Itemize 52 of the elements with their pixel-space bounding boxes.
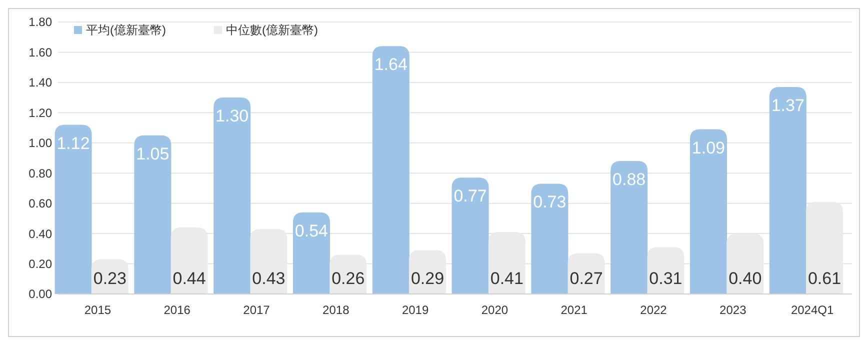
bar (214, 98, 251, 294)
x-tick-label: 2015 (84, 303, 112, 317)
y-tick-label: 0.20 (28, 256, 52, 271)
data-label: 0.27 (570, 269, 603, 288)
data-label: 0.26 (332, 269, 365, 288)
x-tick-label: 2018 (322, 303, 350, 317)
data-label: 0.88 (612, 170, 646, 190)
data-label: 0.61 (808, 269, 842, 288)
y-tick-label: 1.80 (28, 15, 52, 30)
legend-label: 中位數(億新臺幣) (226, 23, 318, 38)
data-label: 1.09 (692, 138, 726, 158)
y-tick-label: 0.80 (28, 166, 52, 180)
bar (531, 184, 568, 294)
x-tick-label: 2024Q1 (790, 303, 834, 317)
x-tick-label: 2017 (243, 303, 270, 317)
data-label: 1.37 (771, 96, 804, 115)
legend-label: 平均(億新臺幣) (86, 23, 166, 38)
bar (292, 212, 330, 294)
y-tick-label: 1.40 (28, 76, 52, 90)
data-label: 0.41 (490, 269, 524, 288)
data-label: 1.30 (216, 106, 249, 126)
data-label: 1.12 (56, 134, 90, 153)
data-label: 0.44 (172, 269, 206, 288)
x-tick-label: 2023 (720, 303, 747, 317)
data-label: 0.43 (252, 269, 286, 288)
y-tick-label: 0.60 (28, 196, 52, 211)
bar (134, 135, 172, 294)
bar (690, 129, 727, 294)
x-tick-label: 2016 (164, 303, 191, 317)
data-label: 0.31 (649, 269, 682, 288)
data-label: 0.77 (454, 186, 487, 206)
data-label: 0.29 (410, 269, 444, 288)
bar (610, 161, 648, 294)
data-label: 1.05 (136, 144, 170, 164)
data-label: 1.64 (374, 55, 408, 74)
x-tick-label: 2022 (640, 303, 668, 317)
y-tick-label: 1.00 (28, 136, 52, 150)
data-label: 0.40 (728, 269, 762, 288)
x-tick-label: 2021 (560, 303, 588, 317)
bar (54, 124, 92, 294)
bar (452, 178, 489, 294)
bar (372, 46, 410, 294)
y-tick-label: 0.40 (28, 226, 52, 241)
data-label: 0.73 (533, 192, 566, 212)
y-tick-label: 1.20 (28, 106, 52, 120)
bar (769, 86, 806, 294)
x-tick-label: 2020 (481, 303, 508, 317)
y-tick-label: 1.60 (28, 45, 52, 60)
y-tick-label: 0.00 (28, 287, 52, 302)
data-label: 0.23 (93, 269, 126, 288)
data-label: 0.54 (294, 221, 328, 240)
x-tick-label: 2019 (402, 303, 429, 317)
